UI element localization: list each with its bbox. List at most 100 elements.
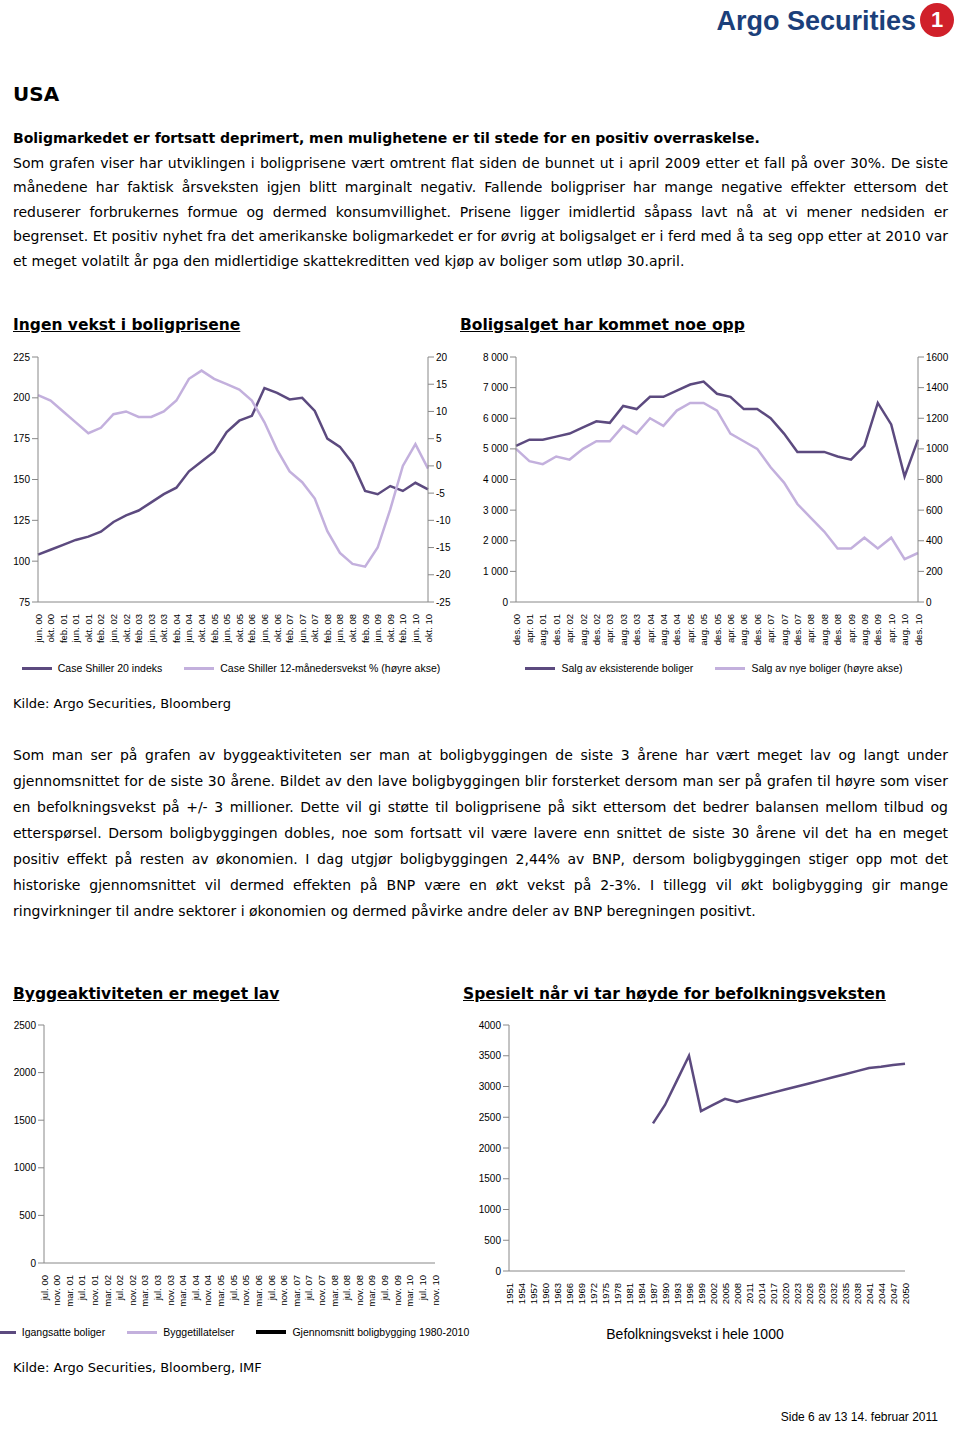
svg-text:okt. 09: okt. 09 <box>385 614 396 643</box>
svg-text:0: 0 <box>495 1266 501 1277</box>
svg-text:2017: 2017 <box>768 1283 779 1304</box>
svg-text:100: 100 <box>13 556 30 567</box>
svg-text:mar. 08: mar. 08 <box>329 1275 340 1307</box>
svg-text:2047: 2047 <box>888 1283 899 1304</box>
svg-text:1500: 1500 <box>479 1173 502 1184</box>
svg-text:aug. 03: aug. 03 <box>618 614 629 646</box>
svg-text:des. 05: des. 05 <box>712 614 723 645</box>
svg-text:feb. 05: feb. 05 <box>209 614 220 643</box>
svg-text:2032: 2032 <box>828 1283 839 1304</box>
svg-text:1200: 1200 <box>926 413 949 424</box>
svg-text:150: 150 <box>13 474 30 485</box>
svg-text:1000: 1000 <box>926 443 949 454</box>
svg-text:1954: 1954 <box>516 1283 527 1304</box>
svg-text:1978: 1978 <box>612 1283 623 1304</box>
svg-text:des. 03: des. 03 <box>631 614 642 645</box>
svg-text:1951: 1951 <box>504 1283 515 1304</box>
svg-text:okt. 05: okt. 05 <box>234 614 245 643</box>
svg-text:jun. 09: jun. 09 <box>372 614 383 644</box>
svg-text:1984: 1984 <box>636 1283 647 1304</box>
svg-text:aug. 08: aug. 08 <box>819 614 830 646</box>
svg-text:jun. 08: jun. 08 <box>334 614 345 644</box>
svg-text:jul. 08: jul. 08 <box>341 1275 352 1301</box>
svg-text:okt. 07: okt. 07 <box>309 614 320 643</box>
svg-text:feb. 09: feb. 09 <box>360 614 371 643</box>
svg-text:-10: -10 <box>436 515 451 526</box>
svg-text:1600: 1600 <box>926 352 949 363</box>
svg-text:4 000: 4 000 <box>483 474 508 485</box>
svg-text:nov. 05: nov. 05 <box>240 1275 251 1305</box>
svg-text:2026: 2026 <box>804 1283 815 1304</box>
svg-text:feb. 01: feb. 01 <box>58 614 69 643</box>
svg-text:aug. 10: aug. 10 <box>899 614 910 646</box>
svg-text:1 000: 1 000 <box>483 566 508 577</box>
svg-text:2000: 2000 <box>479 1143 502 1154</box>
svg-text:aug. 06: aug. 06 <box>738 614 749 646</box>
svg-text:jun. 10: jun. 10 <box>410 614 421 644</box>
svg-text:okt. 06: okt. 06 <box>272 614 283 643</box>
svg-text:jul. 02: jul. 02 <box>114 1275 125 1301</box>
svg-text:apr. 08: apr. 08 <box>805 614 816 643</box>
svg-text:1963: 1963 <box>552 1283 563 1304</box>
svg-text:2002: 2002 <box>708 1283 719 1304</box>
svg-text:apr. 05: apr. 05 <box>685 614 696 643</box>
svg-text:2014: 2014 <box>756 1283 767 1304</box>
svg-text:3000: 3000 <box>479 1081 502 1092</box>
svg-text:2011: 2011 <box>744 1283 755 1303</box>
svg-text:0: 0 <box>926 597 932 608</box>
svg-text:feb. 04: feb. 04 <box>171 614 182 643</box>
svg-text:mar. 03: mar. 03 <box>139 1275 150 1307</box>
svg-text:7 000: 7 000 <box>483 382 508 393</box>
svg-text:75: 75 <box>19 597 31 608</box>
svg-text:0: 0 <box>30 1258 36 1269</box>
svg-text:1969: 1969 <box>576 1283 587 1304</box>
svg-text:mar. 04: mar. 04 <box>177 1275 188 1307</box>
svg-text:okt. 02: okt. 02 <box>121 614 132 643</box>
svg-text:175: 175 <box>13 433 30 444</box>
svg-text:nov. 08: nov. 08 <box>354 1275 365 1305</box>
svg-text:200: 200 <box>926 566 943 577</box>
svg-text:nov. 10: nov. 10 <box>430 1275 441 1305</box>
svg-text:aug. 09: aug. 09 <box>859 614 870 646</box>
svg-text:20: 20 <box>436 352 448 363</box>
svg-text:okt. 03: okt. 03 <box>158 614 169 643</box>
svg-text:jul. 05: jul. 05 <box>228 1275 239 1301</box>
svg-text:jun. 07: jun. 07 <box>297 614 308 644</box>
svg-text:apr. 10: apr. 10 <box>886 614 897 643</box>
svg-text:des. 00: des. 00 <box>511 614 522 645</box>
svg-text:1993: 1993 <box>672 1283 683 1304</box>
svg-text:jul. 04: jul. 04 <box>190 1275 201 1301</box>
svg-text:2023: 2023 <box>792 1283 803 1304</box>
svg-text:nov. 01: nov. 01 <box>89 1275 100 1305</box>
svg-text:800: 800 <box>926 474 943 485</box>
svg-text:mar. 01: mar. 01 <box>64 1275 75 1307</box>
svg-text:jul. 10: jul. 10 <box>417 1275 428 1301</box>
svg-text:0: 0 <box>502 597 508 608</box>
svg-text:aug. 05: aug. 05 <box>698 614 709 646</box>
svg-text:des. 01: des. 01 <box>551 614 562 645</box>
svg-text:okt. 10: okt. 10 <box>423 614 434 643</box>
svg-text:aug. 04: aug. 04 <box>658 614 669 646</box>
svg-text:jul. 09: jul. 09 <box>379 1275 390 1301</box>
svg-text:-25: -25 <box>436 597 451 608</box>
svg-text:2041: 2041 <box>864 1283 875 1304</box>
svg-text:apr. 04: apr. 04 <box>645 614 656 643</box>
svg-text:okt. 00: okt. 00 <box>45 614 56 643</box>
svg-text:400: 400 <box>926 535 943 546</box>
svg-text:1996: 1996 <box>684 1283 695 1304</box>
svg-text:okt. 04: okt. 04 <box>196 614 207 643</box>
svg-text:2500: 2500 <box>14 1020 37 1031</box>
svg-text:-20: -20 <box>436 569 451 580</box>
svg-text:des. 09: des. 09 <box>872 614 883 645</box>
svg-text:mar. 07: mar. 07 <box>291 1275 302 1307</box>
svg-text:1957: 1957 <box>528 1283 539 1304</box>
svg-text:10: 10 <box>436 406 448 417</box>
svg-text:5: 5 <box>436 433 442 444</box>
svg-text:apr. 07: apr. 07 <box>765 614 776 643</box>
svg-text:500: 500 <box>484 1235 501 1246</box>
svg-text:mar. 02: mar. 02 <box>102 1275 113 1307</box>
svg-text:2 000: 2 000 <box>483 535 508 546</box>
svg-text:2005: 2005 <box>720 1283 731 1304</box>
svg-text:1975: 1975 <box>600 1283 611 1304</box>
svg-text:feb. 10: feb. 10 <box>397 614 408 643</box>
